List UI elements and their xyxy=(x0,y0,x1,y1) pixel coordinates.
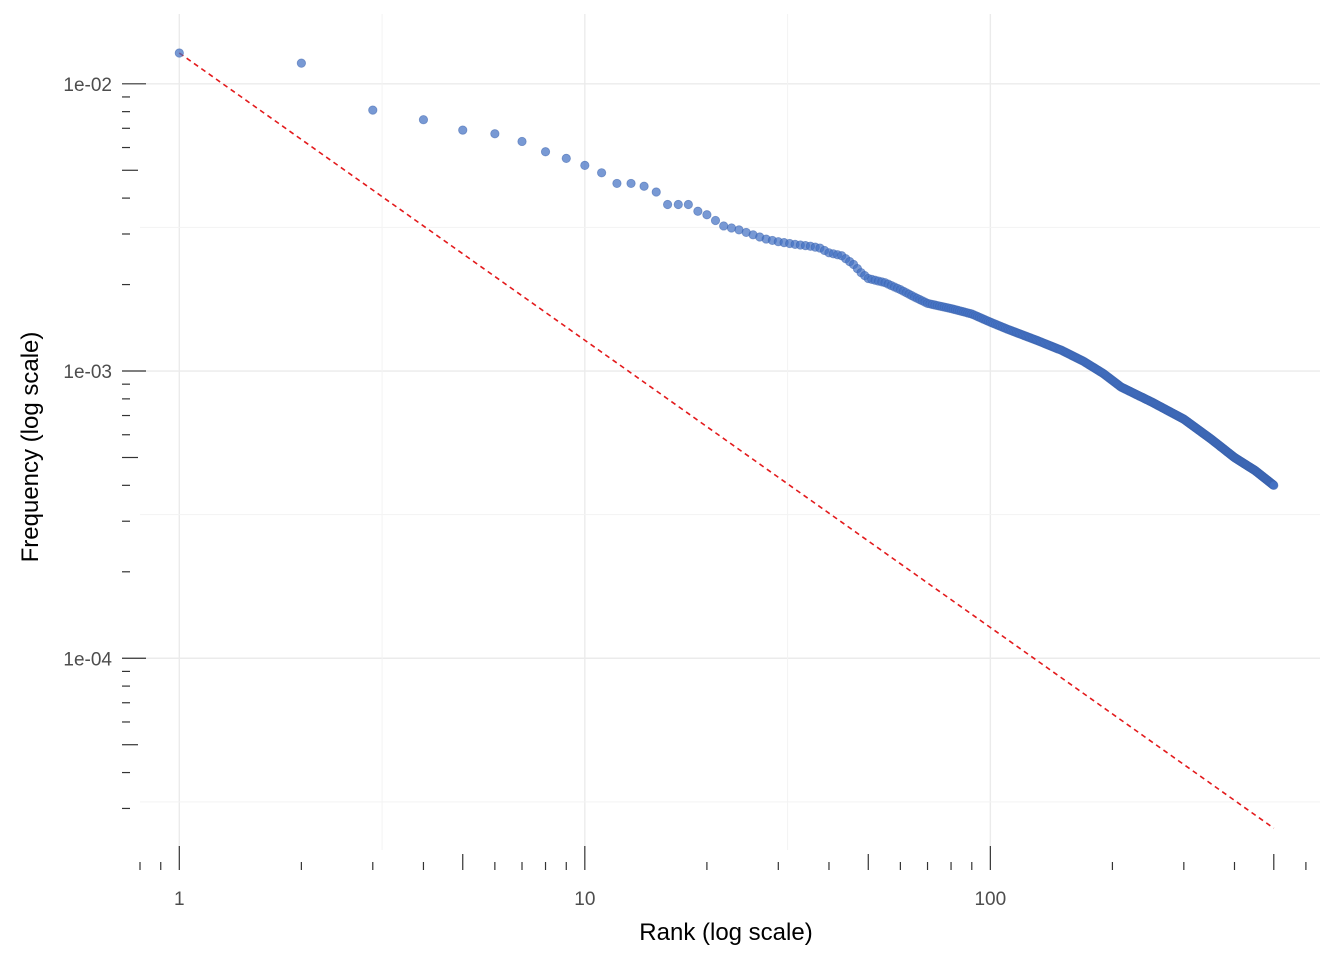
data-point xyxy=(719,221,729,231)
data-point xyxy=(580,160,590,170)
axes: 1 10 100 1e-02 1e-03 1e-04 xyxy=(63,75,1307,910)
data-point xyxy=(597,168,607,178)
data-point xyxy=(540,147,551,157)
data-point xyxy=(490,129,500,139)
data-point xyxy=(296,58,306,68)
data-point xyxy=(517,136,527,147)
y-tick-label-1: 1e-03 xyxy=(63,362,112,383)
y-tick-label-2: 1e-04 xyxy=(63,649,112,670)
y-axis-title: Frequency (log scale) xyxy=(17,332,44,563)
data-point xyxy=(639,181,649,191)
zipf-reference-line xyxy=(178,52,1275,829)
data-point xyxy=(683,199,693,210)
data-point xyxy=(1269,480,1279,490)
data-point xyxy=(662,199,673,210)
data-point xyxy=(418,115,429,125)
data-point xyxy=(612,178,622,189)
data-point xyxy=(673,199,683,210)
data-point xyxy=(702,210,712,220)
x-tick-label-2: 100 xyxy=(974,889,1006,910)
data-point xyxy=(368,105,378,115)
x-tick-label-1: 10 xyxy=(574,889,595,910)
data-point xyxy=(458,125,468,135)
data-point xyxy=(626,178,636,189)
data-points xyxy=(174,48,1279,490)
x-tick-label-0: 1 xyxy=(174,889,185,910)
data-point xyxy=(561,153,571,163)
x-axis-title: Rank (log scale) xyxy=(639,919,812,946)
data-point xyxy=(174,48,184,58)
data-point xyxy=(726,223,737,233)
grid-lines xyxy=(140,14,1320,850)
data-point xyxy=(693,206,703,216)
data-point xyxy=(651,187,661,197)
reference-line-layer xyxy=(178,52,1275,829)
data-point xyxy=(710,215,721,226)
y-tick-label-0: 1e-02 xyxy=(63,75,112,96)
